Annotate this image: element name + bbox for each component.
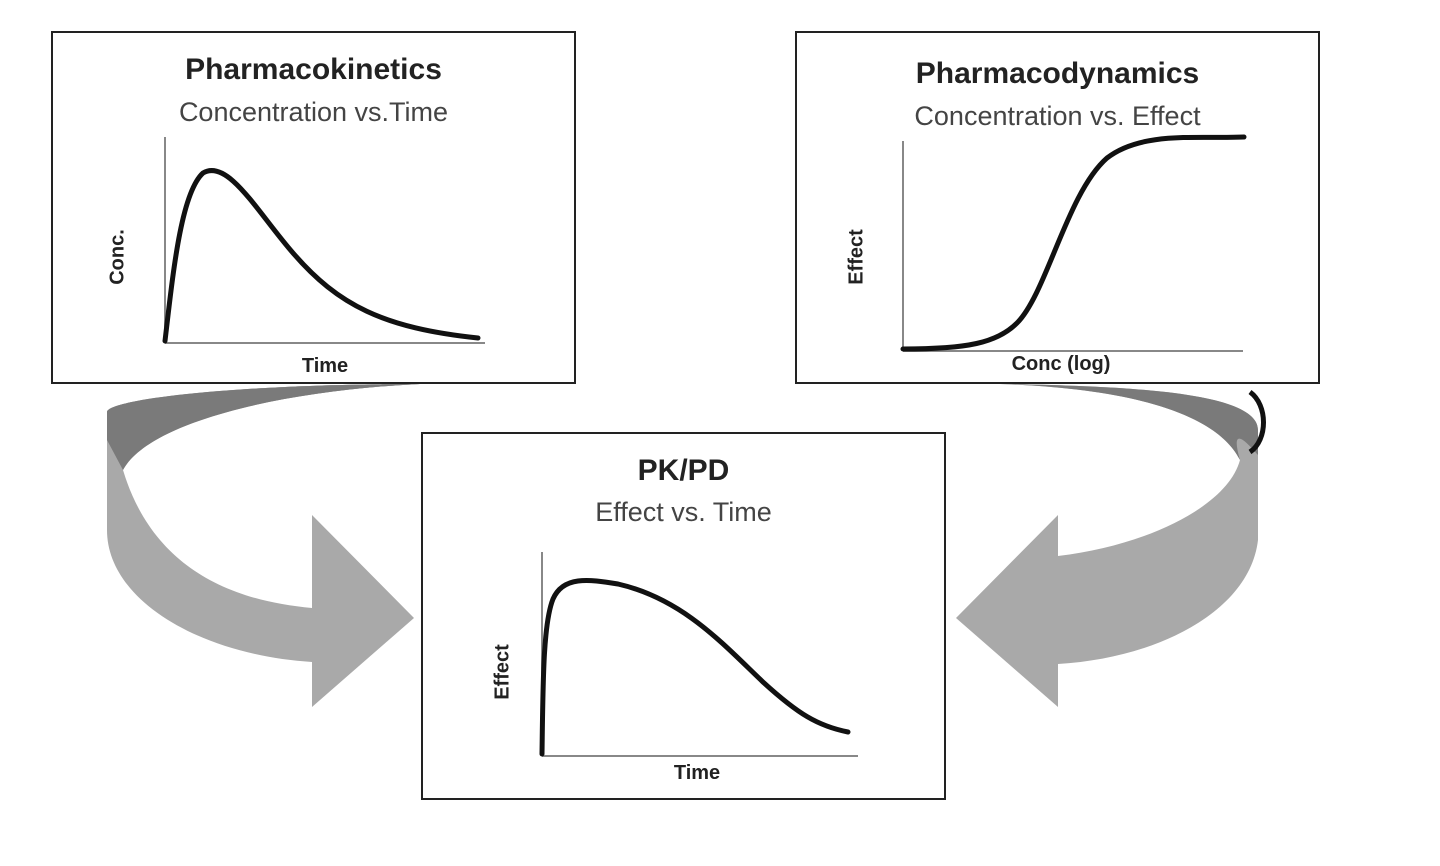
pkpd-curve — [539, 578, 851, 757]
pd-subtitle: Concentration vs. Effect — [914, 101, 1201, 131]
pk-x-label: Time — [301, 355, 349, 377]
pk-plot — [162, 137, 485, 344]
pd-panel: Pharmacodynamics Concentration vs. Effec… — [795, 31, 1320, 384]
pk-panel: Pharmacokinetics Concentration vs.Time T… — [51, 31, 576, 384]
pd-curve — [900, 134, 1247, 352]
left-arrow — [107, 384, 420, 707]
pd-y-label: Effect — [845, 229, 868, 285]
pkpd-subtitle: Effect vs. Time — [595, 497, 772, 527]
pk-subtitle: Concentration vs.Time — [178, 97, 449, 127]
pd-title: Pharmacodynamics — [915, 57, 1200, 90]
right-arrow-edge — [1248, 389, 1266, 455]
pd-x-label: Conc (log) — [1011, 353, 1111, 375]
pkpd-panel: PK/PD Effect vs. Time Time Effect — [421, 432, 946, 800]
pkpd-y-label: Effect — [491, 644, 514, 700]
pk-y-label: Conc. — [106, 229, 129, 285]
left-arrow-shade — [107, 384, 420, 470]
right-arrow-shade — [1000, 384, 1258, 460]
pk-title: Pharmacokinetics — [185, 53, 442, 86]
pk-curve — [162, 168, 481, 344]
pkpd-plot — [539, 552, 858, 757]
pkpd-x-label: Time — [673, 762, 721, 784]
pkpd-title: PK/PD — [637, 454, 730, 487]
right-arrow — [956, 384, 1258, 707]
pd-plot — [900, 134, 1247, 352]
